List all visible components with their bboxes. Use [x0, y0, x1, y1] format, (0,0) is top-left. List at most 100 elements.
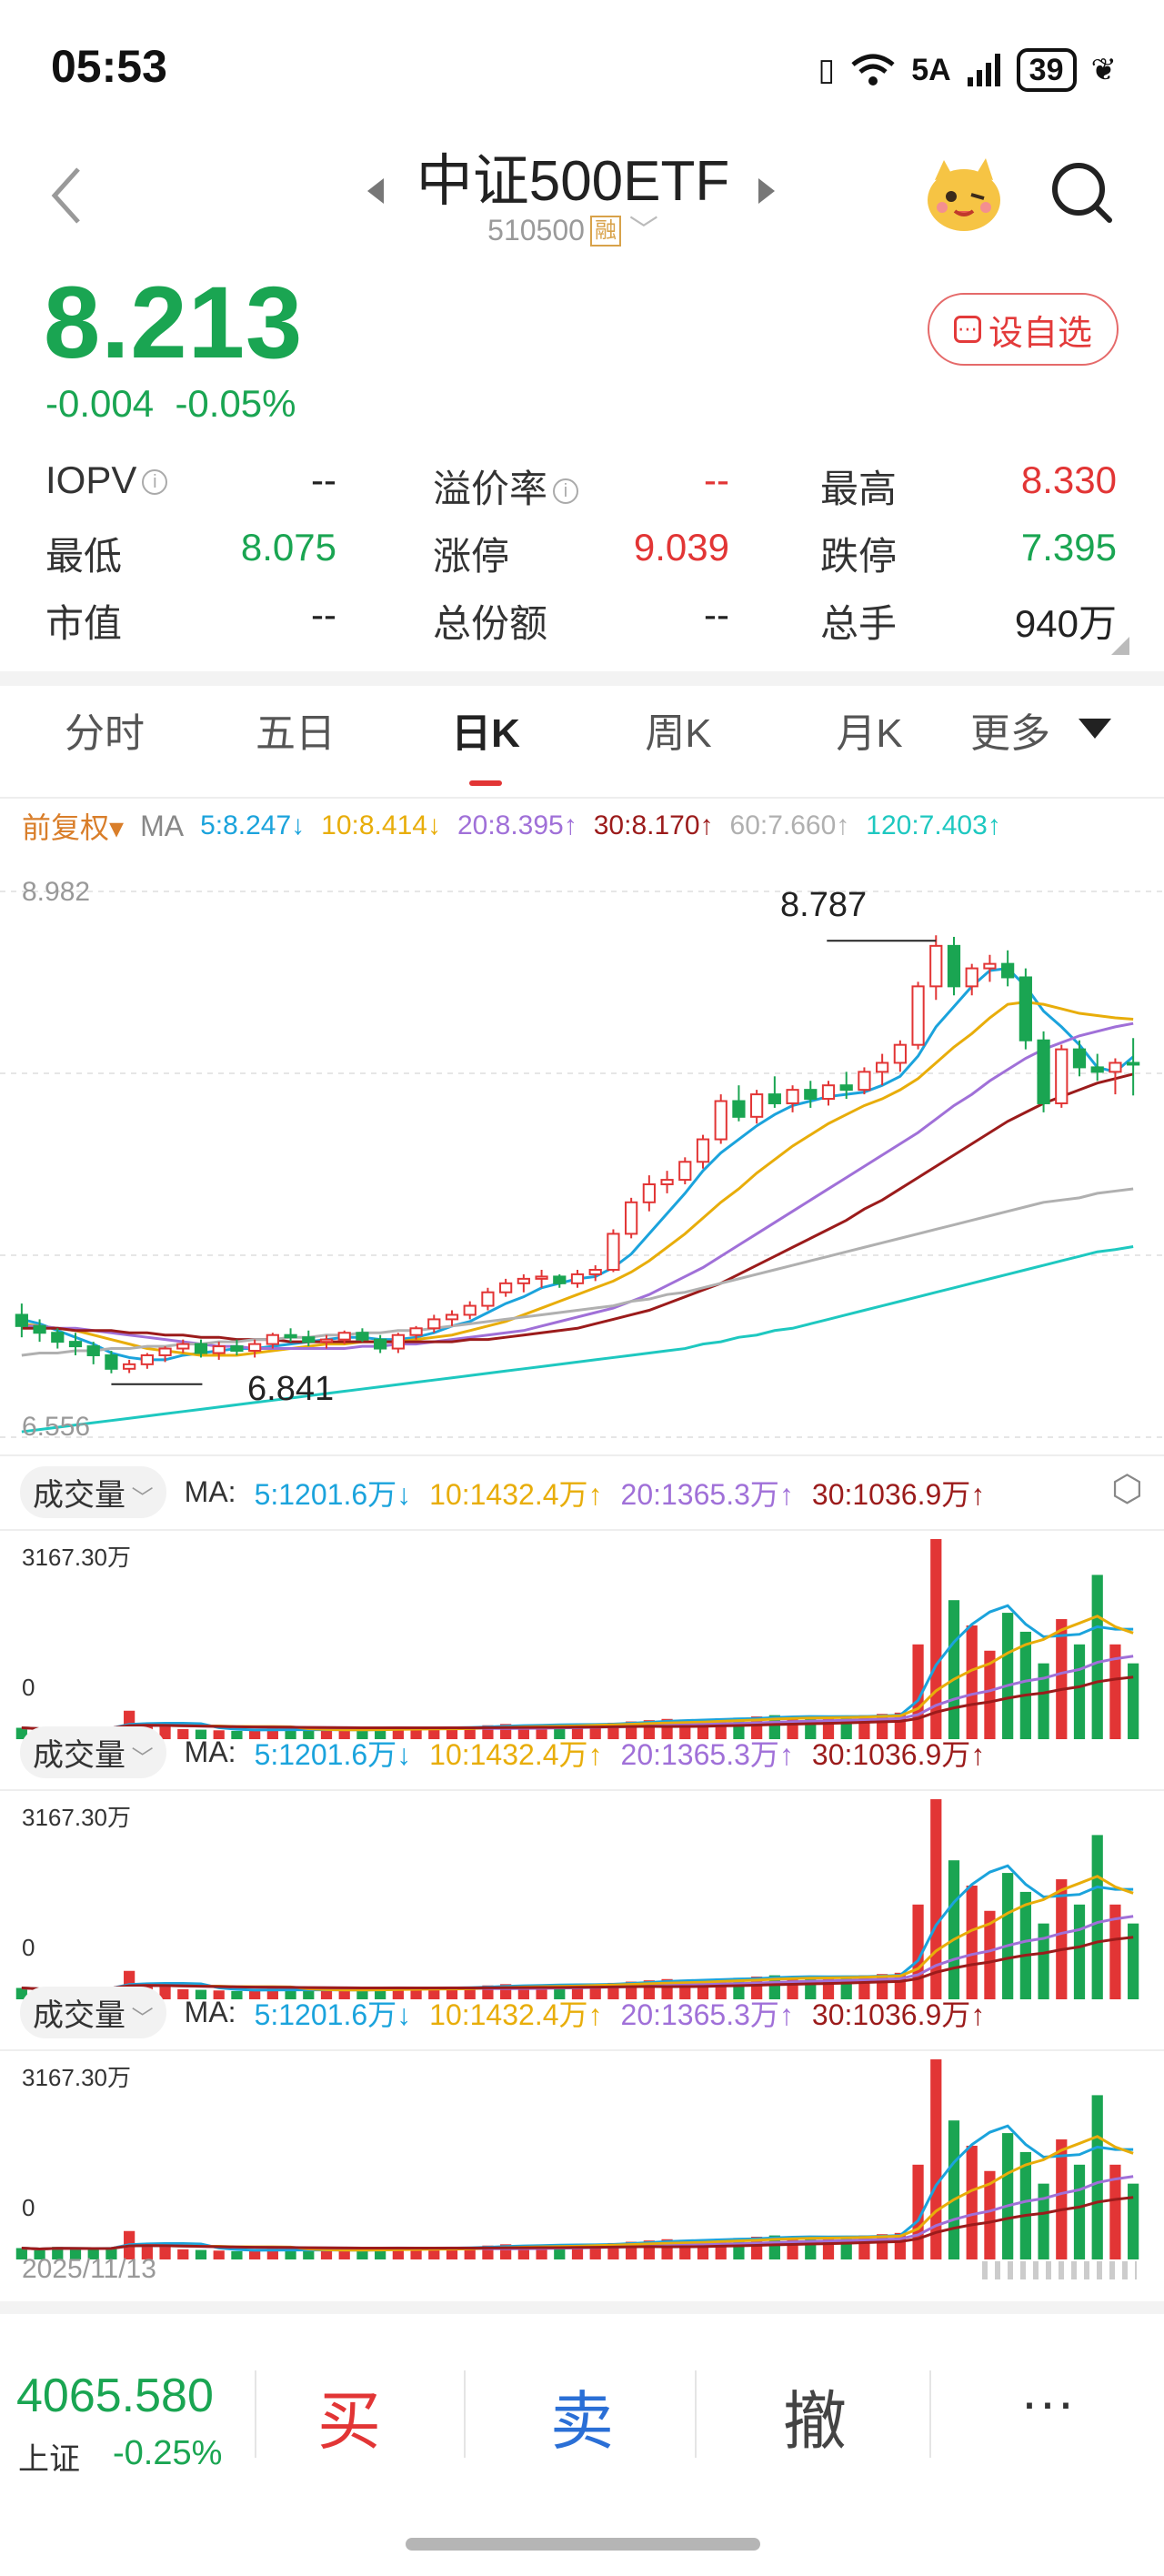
stat-label-text: 溢价率: [433, 468, 548, 510]
volume-indicator-selector[interactable]: 成交量 ﹀: [20, 1466, 166, 1518]
prev-stock-arrow-icon[interactable]: [367, 178, 384, 204]
ma-value-2: 20:8.395↑: [457, 810, 577, 841]
tab-weekly-k[interactable]: 周K: [645, 711, 712, 756]
chevron-down-icon: ﹀: [125, 2007, 154, 2031]
candle-body: [248, 1343, 262, 1353]
candle-body: [302, 1336, 316, 1343]
search-icon[interactable]: [1046, 156, 1119, 229]
volume-bar: [231, 1730, 243, 1739]
volume-ma-legend: 成交量 ﹀ MA: 5:1201.6万↓ 10:1432.4万↑ 20:1365.3万↑…: [20, 1987, 985, 2038]
kline-chart[interactable]: [0, 855, 1164, 2274]
candle-body: [983, 962, 997, 970]
volume-bar: [1056, 1879, 1068, 1999]
index-value[interactable]: 4065.580: [16, 2370, 214, 2422]
mascot-icon[interactable]: [922, 153, 1006, 236]
volume-bar: [1073, 2164, 1086, 2259]
candle-body: [678, 1161, 692, 1182]
tab-daily-k[interactable]: 日K: [451, 711, 520, 756]
candle-body: [893, 1043, 907, 1064]
watchlist-icon: ⋯: [953, 316, 981, 343]
volume-bar: [356, 1728, 368, 1739]
volume-bar: [1109, 2164, 1121, 2259]
stat-value: --: [704, 593, 729, 636]
volume-bar: [446, 1727, 458, 1739]
volume-bar: [1056, 2139, 1068, 2259]
volume-bar: [1128, 1663, 1139, 1739]
tab-monthly-k[interactable]: 月K: [836, 711, 903, 756]
volume-bar: [52, 2247, 64, 2259]
volume-bar: [375, 1728, 386, 1739]
volume-bar: [231, 1990, 243, 1999]
volume-bar: [375, 1988, 386, 1999]
scroll-indicator[interactable]: [982, 2261, 1137, 2279]
volume-ma-value: 10:1432.4万↑: [429, 1472, 602, 1514]
volume-ma-text: 20:1365.3万: [620, 1997, 779, 2031]
stat-value: --: [704, 458, 729, 501]
volume-ma-value: 20:1365.3万↑: [621, 1992, 794, 2034]
stock-code-row[interactable]: 510500 融 ﹀: [400, 207, 746, 249]
home-indicator[interactable]: [406, 2538, 760, 2551]
more-dropdown-icon[interactable]: [1079, 719, 1111, 739]
volume-ma-text: 5:1201.6万: [254, 1737, 397, 1771]
stat-label-text: 总手: [820, 602, 898, 645]
candle-body: [319, 1338, 334, 1343]
tab-intraday[interactable]: 分时: [65, 711, 145, 756]
volume-indicator-selector[interactable]: 成交量 ﹀: [20, 1726, 166, 1778]
tab-more[interactable]: 更多: [970, 711, 1050, 756]
volume-bar: [249, 2249, 261, 2259]
tab-five-day[interactable]: 五日: [256, 711, 336, 756]
volume-bar: [141, 2242, 153, 2259]
cancel-order-button[interactable]: 撤: [783, 2386, 847, 2457]
candle-body: [1055, 1048, 1069, 1104]
candle-body: [409, 1327, 423, 1336]
ma-value-0: 5:8.247↓: [200, 810, 305, 841]
add-watchlist-button[interactable]: ⋯ 设自选: [928, 293, 1119, 366]
volume-bar: [338, 1729, 350, 1739]
ma-line-ma5: [21, 967, 1135, 1362]
expand-corner-icon[interactable]: [1111, 637, 1129, 655]
volume-bar: [285, 1988, 296, 1999]
chevron-down-icon: ﹀: [125, 1746, 154, 1771]
stat-label: 溢价率 i: [433, 458, 579, 514]
volume-ma-legend: 成交量 ﹀ MA: 5:1201.6万↓ 10:1432.4万↑ 20:1365.3万↑…: [20, 1726, 985, 1778]
volume-ma-text: 30:1036.9万: [811, 1997, 971, 2031]
ma-line-ma120: [21, 1245, 1134, 1434]
volume-bar: [1091, 2095, 1103, 2259]
back-icon[interactable]: [45, 164, 91, 227]
stat-label-text: 最低: [45, 535, 123, 578]
stat-label: 总手: [820, 593, 897, 649]
info-icon[interactable]: i: [142, 469, 168, 495]
next-stock-arrow-icon[interactable]: [758, 178, 775, 204]
buy-button[interactable]: 买: [317, 2386, 381, 2457]
volume-bar: [1128, 2183, 1139, 2259]
stat-label: IOPV i: [45, 458, 168, 502]
sell-button[interactable]: 卖: [550, 2386, 614, 2457]
volume-ma-legend: 成交量 ﹀ MA: 5:1201.6万↓ 10:1432.4万↑ 20:1365.3万↑…: [20, 1466, 985, 1518]
volume-bar: [966, 1625, 978, 1739]
volume-bar: [446, 1987, 458, 1999]
low-marker-label: 6.841: [247, 1370, 335, 1408]
candle-body: [391, 1333, 405, 1350]
volume-bar: [303, 2250, 315, 2259]
ma-value-text: 30:8.170: [593, 810, 700, 840]
volume-indicator-selector[interactable]: 成交量 ﹀: [20, 1987, 166, 2038]
ma-values: 5:8.247↓ 10:8.414↓ 20:8.395↑ 30:8.170↑ 60:7.…: [200, 810, 1001, 841]
adjust-selector[interactable]: 前复权▾: [22, 811, 125, 844]
candle-body: [284, 1333, 297, 1339]
ma-trend-arrow: ↑: [836, 810, 850, 840]
ma-value-text: 10:8.414: [321, 810, 427, 840]
info-icon[interactable]: i: [553, 478, 579, 504]
more-actions-button[interactable]: ···: [1020, 2371, 1075, 2432]
candle-body: [876, 1062, 889, 1073]
candle-body: [911, 985, 925, 1046]
ma-trend-arrow: ↑: [987, 810, 1001, 840]
volume-ma-text: 5:1201.6万: [254, 1477, 397, 1511]
candle-body: [535, 1275, 548, 1280]
battery-icon: 39: [1016, 48, 1077, 92]
settings-icon[interactable]: ⬡: [1111, 1469, 1143, 1509]
volume-bar: [285, 1728, 296, 1739]
volume-bar: [320, 1730, 333, 1739]
stat-value: 9.039: [633, 526, 729, 569]
candle-body: [194, 1343, 208, 1354]
volume-ma-arrow: ↑: [970, 1997, 986, 2031]
